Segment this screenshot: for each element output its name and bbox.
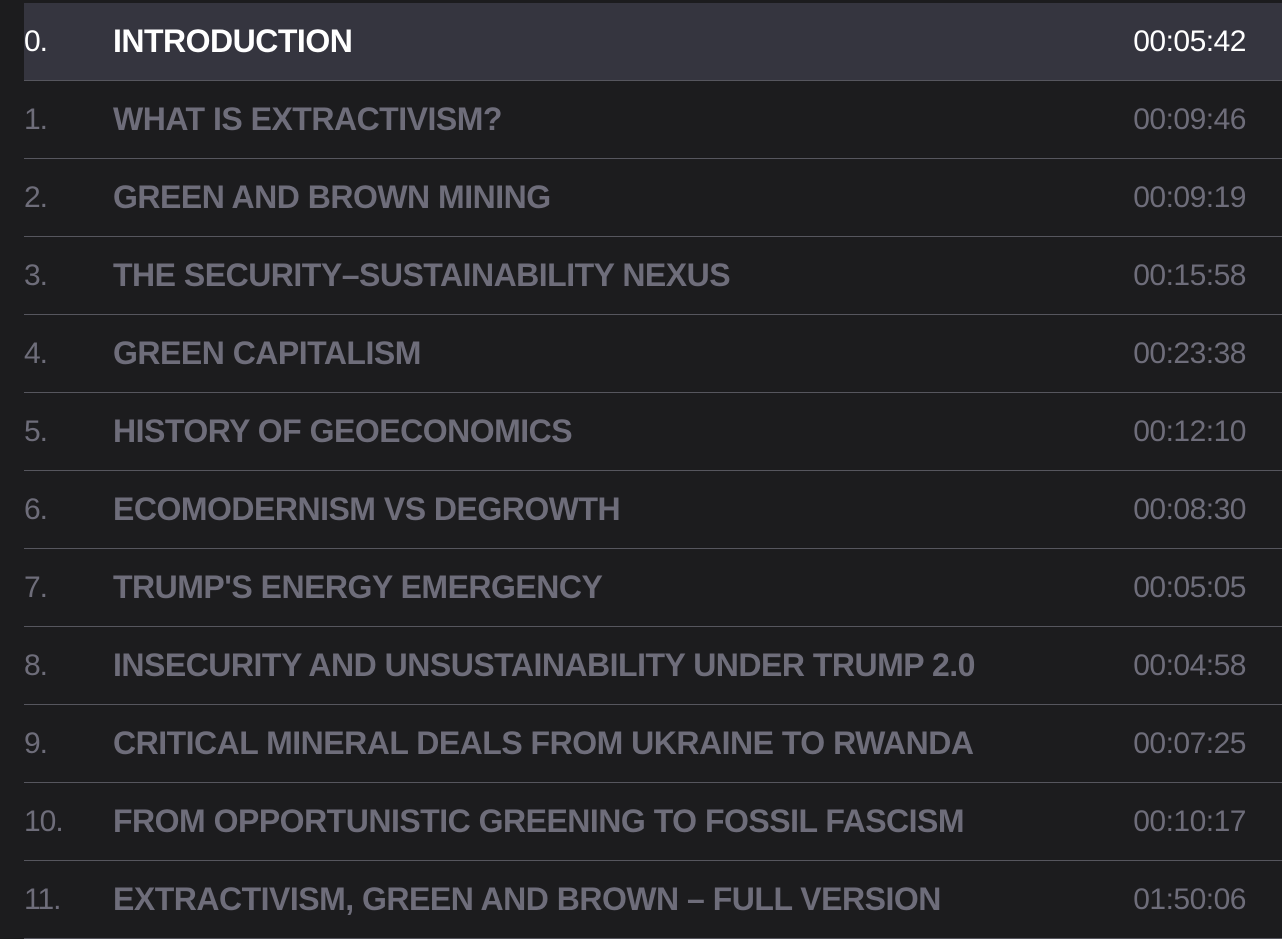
chapter-row-2[interactable]: 2. GREEN AND BROWN MINING 00:09:19: [24, 159, 1282, 237]
chapter-number: 8.: [24, 648, 48, 682]
chapter-title: THE SECURITY–SUSTAINABILITY NEXUS: [113, 257, 731, 293]
chapter-duration: 01:50:06: [1133, 882, 1246, 916]
chapter-row-1[interactable]: 1. WHAT IS EXTRACTIVISM? 00:09:46: [24, 81, 1282, 159]
chapter-row-11[interactable]: 11. EXTRACTIVISM, GREEN AND BROWN – FULL…: [24, 861, 1282, 939]
chapter-number: 10.: [24, 804, 64, 838]
chapter-duration: 00:12:10: [1133, 414, 1246, 448]
chapter-number: 6.: [24, 492, 48, 526]
chapter-title: EXTRACTIVISM, GREEN AND BROWN – FULL VER…: [113, 881, 941, 917]
chapter-number: 11.: [24, 882, 61, 916]
chapter-duration: 00:04:58: [1133, 648, 1246, 682]
chapter-duration: 00:05:05: [1133, 570, 1246, 604]
chapter-number: 0.: [24, 24, 48, 58]
chapter-duration: 00:10:17: [1133, 804, 1246, 838]
chapter-duration: 00:08:30: [1133, 492, 1246, 526]
chapter-title: INTRODUCTION: [113, 23, 353, 59]
chapter-duration: 00:15:58: [1133, 258, 1246, 292]
chapter-row-5[interactable]: 5. HISTORY OF GEOECONOMICS 00:12:10: [24, 393, 1282, 471]
chapter-title: ECOMODERNISM VS DEGROWTH: [113, 491, 621, 527]
chapter-row-9[interactable]: 9. CRITICAL MINERAL DEALS FROM UKRAINE T…: [24, 705, 1282, 783]
chapter-title: GREEN AND BROWN MINING: [113, 179, 551, 215]
chapter-title: FROM OPPORTUNISTIC GREENING TO FOSSIL FA…: [113, 803, 965, 839]
chapter-title: GREEN CAPITALISM: [113, 335, 421, 371]
chapter-duration: 00:09:46: [1133, 102, 1246, 136]
chapter-number: 4.: [24, 336, 48, 370]
chapter-number: 3.: [24, 258, 48, 292]
chapter-title: WHAT IS EXTRACTIVISM?: [113, 101, 502, 137]
chapter-list: 0. INTRODUCTION 00:05:42 1. WHAT IS EXTR…: [24, 3, 1282, 939]
chapter-row-7[interactable]: 7. TRUMP'S ENERGY EMERGENCY 00:05:05: [24, 549, 1282, 627]
chapter-row-8[interactable]: 8. INSECURITY AND UNSUSTAINABILITY UNDER…: [24, 627, 1282, 705]
chapter-number: 9.: [24, 726, 48, 760]
chapter-duration: 00:09:19: [1133, 180, 1246, 214]
chapter-title: TRUMP'S ENERGY EMERGENCY: [113, 569, 603, 605]
chapter-duration: 00:23:38: [1133, 336, 1246, 370]
chapter-row-0[interactable]: 0. INTRODUCTION 00:05:42: [24, 3, 1282, 81]
chapter-title: HISTORY OF GEOECONOMICS: [113, 413, 573, 449]
chapter-duration: 00:07:25: [1133, 726, 1246, 760]
chapter-number: 1.: [24, 102, 48, 136]
chapter-number: 2.: [24, 180, 48, 214]
chapter-row-10[interactable]: 10. FROM OPPORTUNISTIC GREENING TO FOSSI…: [24, 783, 1282, 861]
chapter-number: 5.: [24, 414, 48, 448]
chapter-duration: 00:05:42: [1133, 24, 1246, 58]
chapter-row-6[interactable]: 6. ECOMODERNISM VS DEGROWTH 00:08:30: [24, 471, 1282, 549]
chapter-row-4[interactable]: 4. GREEN CAPITALISM 00:23:38: [24, 315, 1282, 393]
chapter-title: CRITICAL MINERAL DEALS FROM UKRAINE TO R…: [113, 725, 974, 761]
chapter-title: INSECURITY AND UNSUSTAINABILITY UNDER TR…: [113, 647, 975, 683]
chapter-number: 7.: [24, 570, 48, 604]
chapter-row-3[interactable]: 3. THE SECURITY–SUSTAINABILITY NEXUS 00:…: [24, 237, 1282, 315]
